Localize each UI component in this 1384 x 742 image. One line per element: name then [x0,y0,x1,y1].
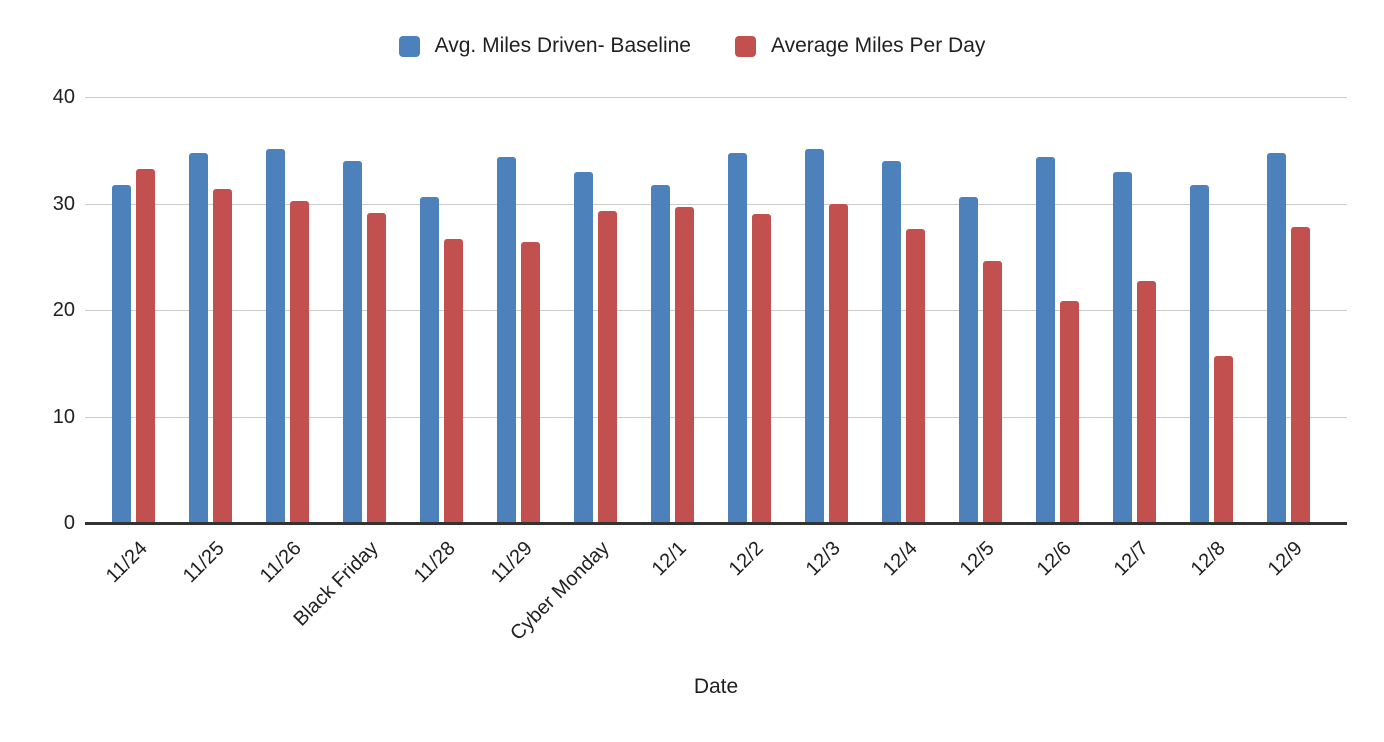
bar-average-11-24[interactable] [136,169,155,523]
bar-average-black-friday[interactable] [367,213,386,523]
bar-baseline-12-1[interactable] [651,185,670,523]
bar-average-11-28[interactable] [444,238,463,523]
bar-average-12-5[interactable] [983,261,1002,523]
bar-baseline-12-4[interactable] [882,160,901,523]
bar-baseline-12-8[interactable] [1190,185,1209,523]
bar-average-12-1[interactable] [675,206,694,523]
bar-baseline-12-3[interactable] [805,149,824,523]
bar-baseline-cyber-monday[interactable] [574,171,593,523]
bar-average-12-6[interactable] [1060,301,1079,523]
y-tick-label-40: 40 [52,86,75,108]
bar-average-12-3[interactable] [829,203,848,523]
bar-baseline-11-29[interactable] [497,156,516,523]
bar-baseline-black-friday[interactable] [343,160,362,523]
bar-baseline-12-9[interactable] [1267,153,1286,523]
x-axis-title: Date [693,675,739,698]
bar-average-cyber-monday[interactable] [598,210,617,523]
bar-average-12-9[interactable] [1291,226,1310,523]
bar-average-12-7[interactable] [1137,281,1156,523]
legend-swatch-baseline-icon [398,35,420,57]
x-axis-line [85,522,1347,525]
bar-average-11-25[interactable] [213,188,232,523]
bar-baseline-12-5[interactable] [959,197,978,523]
legend-item-baseline: Avg. Miles Driven- Baseline [398,33,691,59]
gridline-y-30 [85,203,1347,205]
bar-baseline-11-24[interactable] [112,185,131,523]
gridline-y-10 [85,416,1347,418]
bar-baseline-12-6[interactable] [1036,156,1055,523]
gridline-y-40 [85,97,1347,98]
legend-item-average: Average Miles Per Day [735,33,985,59]
bar-average-12-8[interactable] [1214,355,1233,523]
bar-average-11-26[interactable] [290,201,309,523]
gridline-y-20 [85,310,1347,311]
y-tick-label-30: 30 [52,192,75,215]
bar-baseline-11-25[interactable] [189,153,208,523]
bar-average-12-2[interactable] [752,214,771,523]
legend-label-average: Average Miles Per Day [771,34,986,57]
y-tick-label-20: 20 [52,299,75,321]
legend: Avg. Miles Driven- Baseline Average Mile… [0,33,1384,59]
legend-label-baseline: Avg. Miles Driven- Baseline [434,34,691,57]
bar-baseline-11-26[interactable] [266,149,285,523]
y-tick-label-10: 10 [52,405,75,428]
bar-average-11-29[interactable] [521,241,540,523]
bar-baseline-12-7[interactable] [1113,171,1132,523]
bar-average-12-4[interactable] [906,229,925,523]
legend-swatch-average-icon [735,35,756,57]
bar-baseline-11-28[interactable] [420,197,439,523]
y-tick-label-0: 0 [63,512,75,534]
bar-baseline-12-2[interactable] [728,153,747,523]
